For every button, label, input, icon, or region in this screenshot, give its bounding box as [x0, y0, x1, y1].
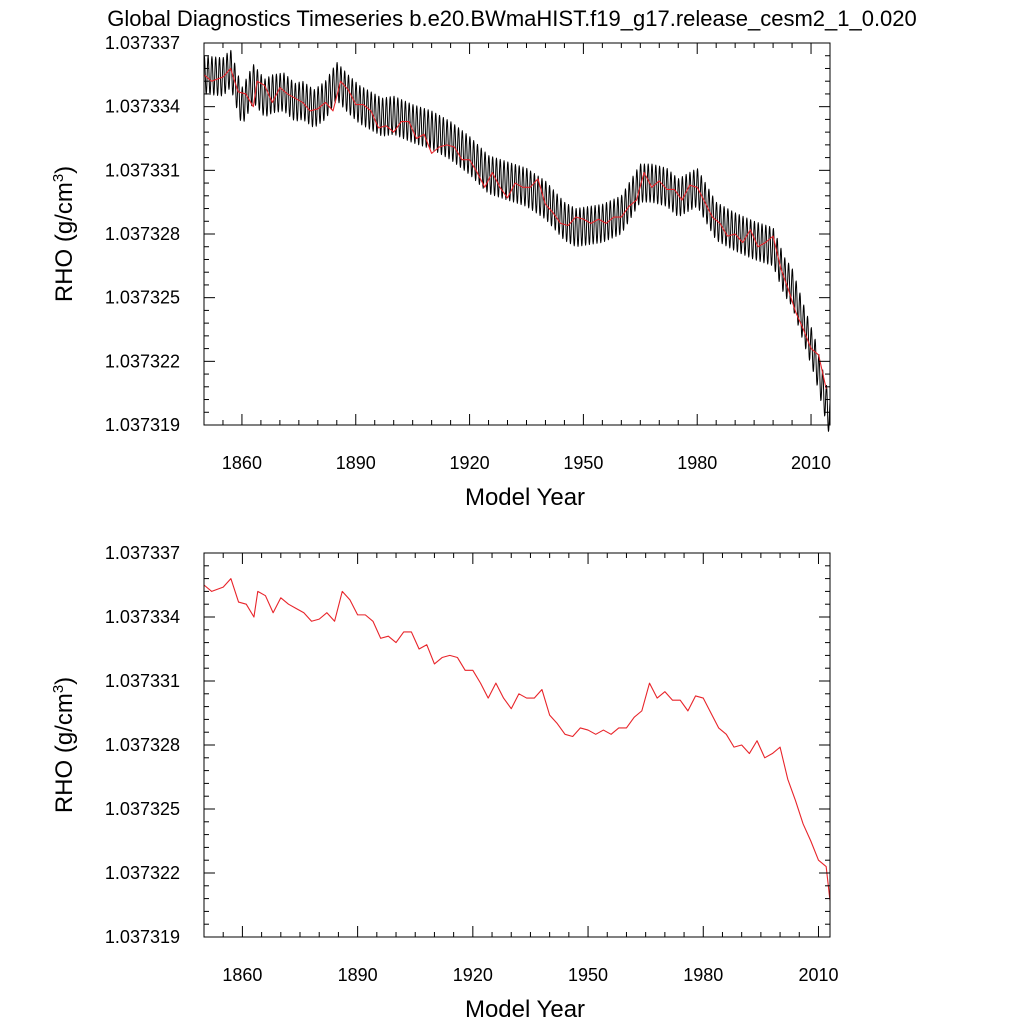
y-tick-label: 1.037322 [105, 863, 180, 883]
top-panel: 1860 1890 1920 1950 1980 2010 1.037319 1.037322… [50, 33, 831, 511]
y-tick-label: 1.037334 [105, 607, 180, 627]
y-tick-label: 1.037319 [105, 927, 180, 947]
y-tick-label: 1.037325 [105, 799, 180, 819]
figure-title: Global Diagnostics Timeseries b.e20.BWma… [107, 6, 917, 31]
x-tick-label: 1980 [683, 965, 723, 985]
y-tick-label: 1.037331 [105, 671, 180, 691]
x-tick-label: 1860 [222, 453, 262, 473]
y-tick-label: 1.037337 [105, 543, 180, 563]
x-tick-label: 1980 [677, 453, 717, 473]
y-tick-label: 1.037337 [105, 33, 180, 53]
x-tick-label: 1920 [453, 965, 493, 985]
bottom-panel: 1860 1890 1920 1950 1980 2010 1.037319 1.037322… [50, 543, 839, 1023]
x-tick-label: 2010 [798, 965, 838, 985]
y-tick-label: 1.037322 [105, 351, 180, 371]
y-axis-title-text: RHO (g/cm [51, 693, 78, 813]
x-tick-label: 1950 [568, 965, 608, 985]
x-tick-label: 2010 [791, 453, 831, 473]
y-axis-title: RHO (g/cm3) [50, 166, 78, 302]
y-tick-label: 1.037325 [105, 288, 180, 308]
x-tick-label: 1860 [222, 965, 262, 985]
y-tick-label: 1.037328 [105, 224, 180, 244]
y-axis-title-text: RHO (g/cm [51, 182, 78, 302]
y-tick-label: 1.037319 [105, 415, 180, 435]
series-line-monthly [203, 49, 831, 432]
y-axis-title-superscript: 3 [50, 685, 67, 693]
series-line-annual-mean [203, 67, 827, 390]
x-tick-label: 1920 [450, 453, 490, 473]
x-tick-label: 1890 [336, 453, 376, 473]
series-line-annual-mean [203, 578, 831, 901]
y-axis-title-close: ) [51, 677, 78, 685]
x-tick-label: 1890 [338, 965, 378, 985]
y-axis-title: RHO (g/cm3) [50, 677, 78, 813]
x-axis-title: Model Year [465, 996, 585, 1023]
y-axis-title-close: ) [51, 166, 78, 174]
y-axis-title-superscript: 3 [50, 174, 67, 182]
plot-frame [203, 552, 831, 938]
x-axis-title: Model Year [465, 484, 585, 511]
y-tick-label: 1.037328 [105, 735, 180, 755]
y-tick-label: 1.037331 [105, 160, 180, 180]
y-tick-label: 1.037334 [105, 97, 180, 117]
x-tick-label: 1950 [563, 453, 603, 473]
